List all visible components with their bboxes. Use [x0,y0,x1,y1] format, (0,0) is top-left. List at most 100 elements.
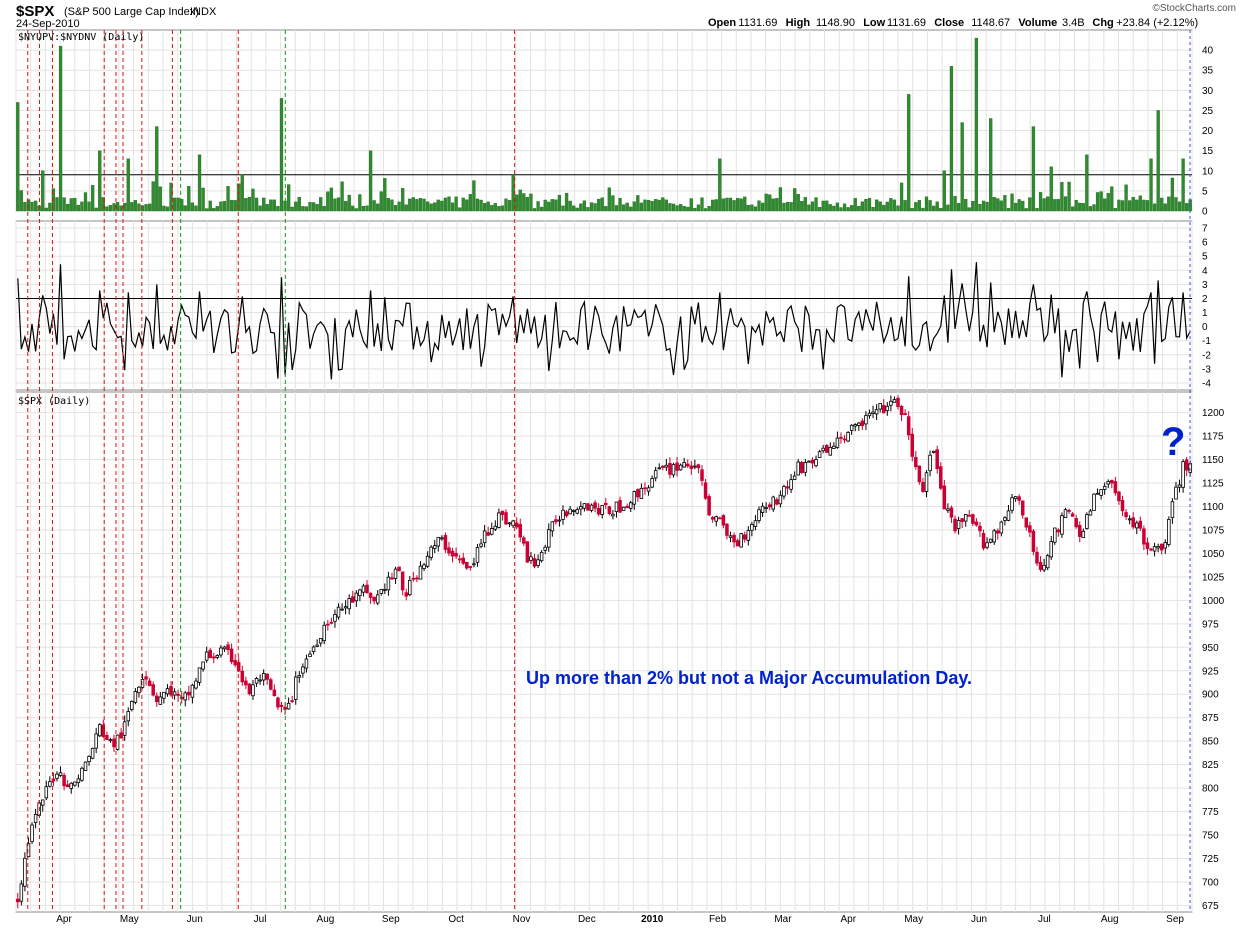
breadth-bar [358,194,362,212]
breadth-bar [1099,191,1103,212]
candle-body [593,502,597,509]
candle-body [849,424,854,431]
candle-body [1170,501,1175,519]
breadth-bar [621,204,626,212]
candle-body [596,507,601,515]
breadth-bar [1145,200,1150,212]
candle-body [489,528,494,535]
candle-body [1017,496,1021,501]
candle-body [97,724,102,737]
breadth-bar [1042,198,1046,212]
candle-body [721,515,726,526]
candle-body [1010,497,1014,511]
breadth-bar [194,205,198,212]
breadth-bar [1131,196,1135,212]
breadth-bar [376,203,380,212]
candle-body [87,756,91,762]
candle-body [557,519,562,522]
breadth-bar [354,208,358,212]
breadth-bar [636,195,640,212]
breadth-bar [736,197,740,212]
breadth-bar [625,202,629,212]
breadth-bar [1081,203,1085,212]
candle-body [935,449,939,470]
breadth-bar [418,198,423,212]
candle-body [1099,489,1103,496]
candle-body [500,510,505,515]
breadth-bar [607,187,611,212]
candle-body [44,786,49,799]
breadth-bar [1056,199,1060,212]
y-tick-label: 15 [1202,146,1214,157]
candle-body [782,486,786,497]
candle-body [514,522,519,528]
candle-body [817,451,822,458]
candle-body [707,496,711,516]
y-tick-label: 1150 [1202,455,1224,466]
breadth-bar [561,205,565,212]
candle-body [682,462,686,468]
breadth-bar [1149,158,1153,212]
candle-body [386,576,391,591]
candle-body [137,686,141,694]
breadth-bar [882,204,886,212]
candle-body [685,463,690,467]
candle-body [1042,564,1046,571]
breadth-bar [415,199,419,212]
breadth-bar [946,204,950,212]
breadth-bar [458,207,462,212]
candle-body [1038,561,1043,570]
breadth-bar [55,197,59,212]
candle-body [58,772,63,776]
candle-body [899,405,904,416]
breadth-bar [650,201,654,212]
candle-body [418,565,423,580]
breadth-bar [69,198,73,212]
candle-body [792,475,797,480]
breadth-bar [201,187,205,212]
breadth-bar [1060,182,1064,212]
breadth-bar [1053,199,1057,212]
candle-body [133,691,138,703]
breadth-bar [896,205,900,212]
chart-date: 24-Sep-2010 [16,18,80,30]
quote-label: Chg [1092,17,1113,29]
breadth-bar [618,197,622,212]
candle-body [853,424,857,427]
breadth-bar [222,201,227,212]
breadth-bar [433,202,437,212]
candle-body [703,482,708,499]
candle-body [871,411,875,414]
breadth-bar [525,197,530,212]
candle-body [828,446,833,456]
candle-body [657,467,661,470]
breadth-bar [554,199,558,212]
candle-body [728,535,733,538]
candle-body [739,533,743,548]
candle-body [1163,542,1168,549]
candle-body [564,511,569,517]
breadth-bar [757,200,761,212]
candle-body [233,660,237,666]
breadth-bar [935,201,939,212]
candle-body [653,470,658,479]
y-tick-label: 0 [1202,207,1208,218]
breadth-bar [568,200,572,212]
candle-body [443,535,448,550]
x-tick-label: Apr [56,914,72,925]
candle-body [607,506,612,514]
breadth-bar [1113,208,1118,212]
candle-body [1092,493,1096,511]
breadth-bar [450,202,455,212]
breadth-bar [422,198,426,212]
candle-body [628,502,633,509]
candle-body [643,487,647,490]
candle-body [112,738,116,748]
y-tick-label: 5 [1202,252,1208,263]
breadth-bar [244,198,248,212]
breadth-bar [447,196,451,212]
candle-body [390,577,394,580]
candle-body [465,561,469,569]
candle-body [518,524,523,538]
candle-body [842,438,847,441]
